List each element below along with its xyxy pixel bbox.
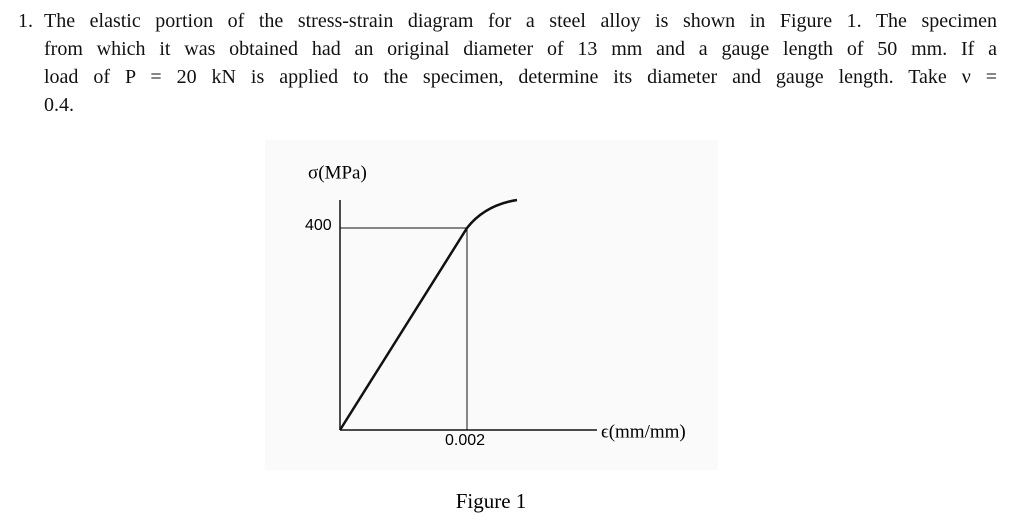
problem-text: 0.4. [44,94,74,116]
problem-text: The elastic portion of the stress-strain… [44,10,997,32]
problem-text: load of P = 20 kN is applied to the spec… [44,66,997,88]
x-axis-label: ϵ(mm/mm) [601,421,686,442]
problem-number: 1. [18,10,33,32]
y-axis-label: σ(MPa) [308,162,367,183]
problem-text: from which it was obtained had an origin… [44,38,997,60]
x-tick-label: 0.002 [445,432,485,449]
stress-strain-curve [338,198,518,431]
y-tick-label: 400 [305,217,332,234]
figure-caption: Figure 1 [456,489,527,513]
